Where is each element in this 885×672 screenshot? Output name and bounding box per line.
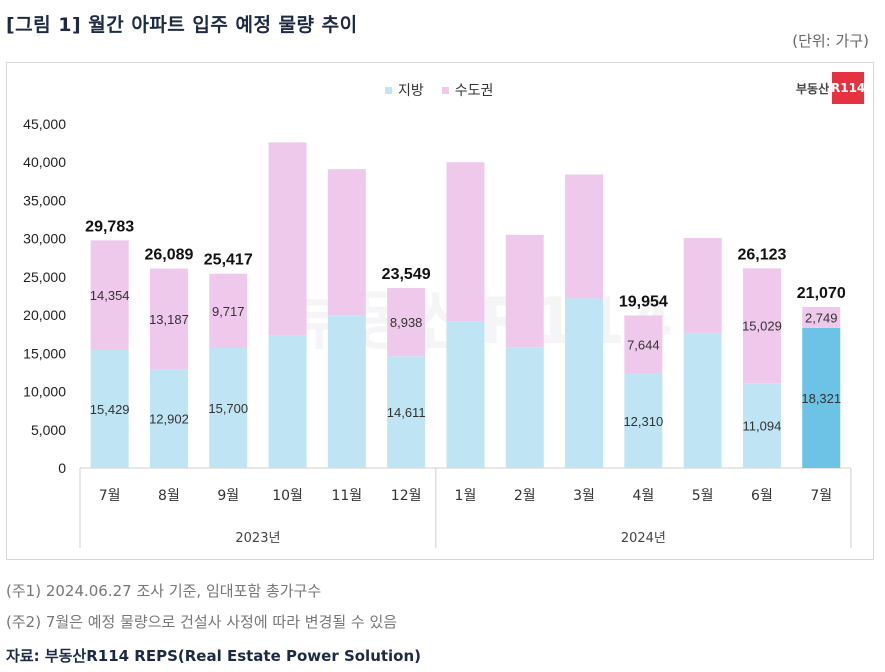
x-tick-label: 9월 [217,488,239,504]
total-label: 21,070 [797,285,846,302]
bar-local [149,369,188,468]
legend-swatch-local [385,86,392,94]
legend-swatch-capital [441,86,449,94]
x-tick-label: 2월 [514,488,536,504]
data-label-local: 12,310 [623,414,663,429]
data-label-local: 11,094 [743,419,782,434]
y-tick-label: 35,000 [23,192,66,208]
unit-label: (단위: 가구) [792,32,869,50]
chart-title: [그림 1] 월간 아파트 입주 예정 물량 추이 [6,14,358,36]
total-label: 26,089 [144,247,193,264]
bar-local [387,356,426,468]
total-label: 26,123 [737,246,786,263]
bar-local [683,332,722,468]
y-tick-label: 30,000 [23,231,66,247]
data-label-local: 14,611 [387,405,426,420]
logo-text: 부동산 [796,81,830,96]
x-tick-label: 3월 [573,488,595,504]
total-label: 19,954 [619,293,668,310]
x-tick-label: 4월 [632,488,654,504]
r114-logo: 부동산 R114 [796,72,865,104]
bar-capital [327,169,366,316]
note-1: (주1) 2024.06.27 조사 기준, 임대포함 총가구수 [6,582,322,600]
bar-capital [446,162,485,322]
data-label-capital: 13,187 [149,312,189,327]
total-label: 23,549 [382,266,431,283]
x-tick-label: 7월 [99,488,121,504]
legend: 지방 수도권 [385,80,493,100]
data-label-capital: 15,029 [742,319,782,334]
bar-capital [209,273,248,348]
bar-local [446,321,485,468]
bar-local [802,327,841,468]
y-tick-label: 45,000 [23,116,66,132]
data-label-capital: 2,749 [805,310,838,325]
data-label-local: 18,321 [801,391,841,406]
x-tick-label: 1월 [455,488,477,504]
bar-local [624,373,663,468]
y-tick-label: 20,000 [23,307,66,323]
x-tick-label: 8월 [158,488,180,504]
bar-local [268,335,307,468]
x-tick-label: 7월 [810,488,832,504]
y-tick-label: 0 [58,460,66,476]
x-tick-label: 11월 [331,488,362,504]
y-tick-label: 15,000 [23,345,66,361]
bar-local [90,350,129,468]
bar-capital [90,240,129,351]
group-label: 2024년 [621,531,666,546]
legend-label-capital: 수도권 [454,83,494,99]
total-label: 25,417 [204,252,253,269]
bar-capital [387,287,426,357]
data-label-local: 15,700 [208,401,248,416]
bar-local [565,298,604,468]
note-2: (주2) 7월은 예정 물량으로 건설사 사정에 따라 변경될 수 있음 [6,613,398,631]
y-tick-label: 5,000 [31,422,66,438]
legend-label-local: 지방 [398,83,424,99]
data-label-local: 15,429 [90,402,130,417]
data-label-local: 12,902 [149,412,189,427]
x-tick-label: 6월 [751,488,773,504]
bar-capital [802,306,841,328]
x-tick-label: 10월 [272,488,303,504]
bar-capital [683,237,722,333]
x-tick-label: 12월 [391,488,422,504]
bar-capital [742,268,781,384]
bar-local [327,315,366,468]
bar-local [505,347,544,468]
data-label-capital: 7,644 [627,338,660,353]
data-label-capital: 9,717 [212,304,245,319]
bar-capital [505,234,544,348]
group-label: 2023년 [235,531,280,546]
y-tick-label: 10,000 [23,384,66,400]
x-tick-label: 5월 [692,488,714,504]
bar-local [742,383,781,468]
bar-capital [149,268,188,370]
bar-capital [565,174,604,299]
bar-capital [268,142,307,336]
y-tick-label: 25,000 [23,269,66,285]
chart-frame [6,62,874,560]
data-label-capital: 8,938 [390,315,423,330]
y-tick-label: 40,000 [23,154,66,170]
bar-local [209,347,248,468]
source: 자료: 부동산R114 REPS(Real Estate Power Solut… [6,647,422,665]
logo-box: R114 [831,72,865,104]
data-label-capital: 14,354 [90,288,130,303]
bar-capital [624,315,663,374]
total-label: 29,783 [85,218,134,235]
